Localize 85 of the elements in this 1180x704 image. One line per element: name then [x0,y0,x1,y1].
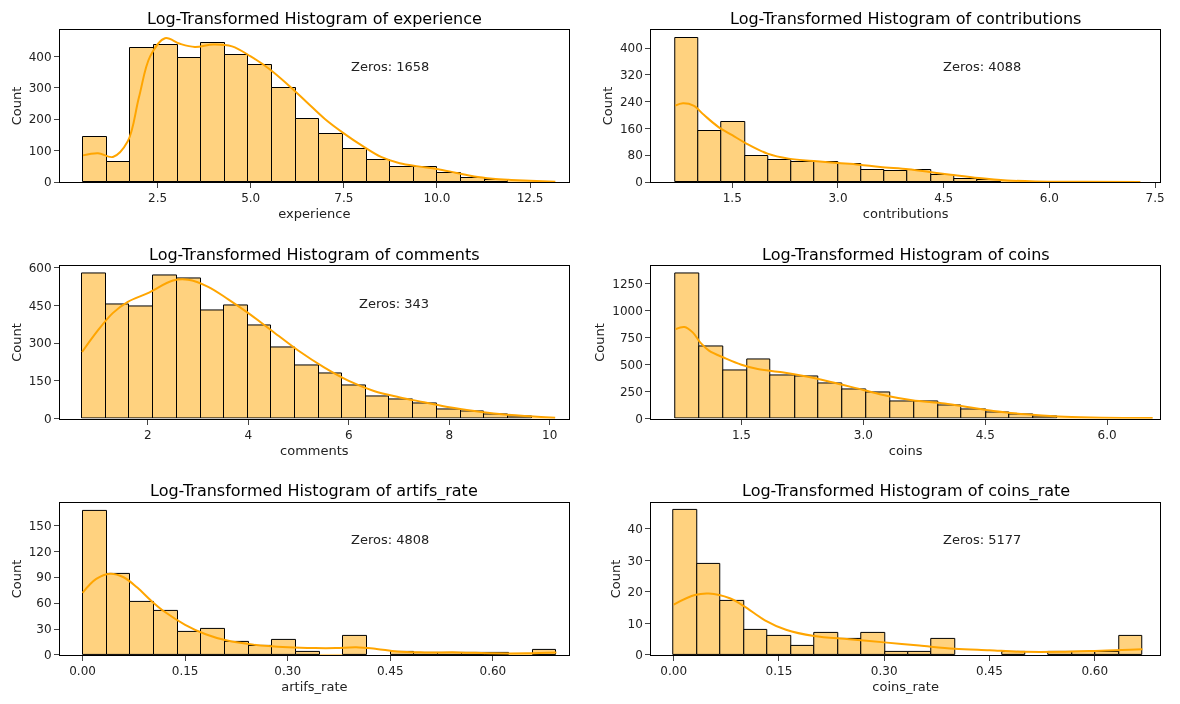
y-tick-label: 20 [627,585,643,600]
annotation: Zeros: 4808 [351,532,430,547]
chart-title: Log-Transformed Histogram of contributions [730,9,1082,28]
y-tick-label: 250 [619,384,643,399]
x-tick-label: 2.5 [148,191,168,206]
x-tick-label: 2 [144,427,152,442]
y-axis-title: Count [607,559,623,599]
y-tick-label: 0 [635,648,643,663]
y-axis-title: Count [8,86,24,126]
x-tick-label: 0.15 [171,664,199,679]
x-tick-label: 0.45 [976,664,1003,679]
y-tick-label: 240 [619,94,643,109]
y-tick-label: 40 [627,521,643,536]
x-tick-label: 0.00 [69,664,96,679]
y-tick-label: 400 [619,41,643,56]
y-tick-label: 750 [619,330,643,345]
annotation: Zeros: 343 [359,296,430,311]
x-tick-label: 6 [344,427,353,442]
annotation: Zeros: 5177 [943,532,1022,547]
x-tick-label: 4 [244,427,253,442]
x-axis-title: coins [888,442,923,458]
x-axis-title: artifs_rate [281,679,348,694]
y-tick-label: 450 [28,298,52,313]
x-tick-label: 0.45 [376,664,404,679]
x-tick-label: 0.60 [479,664,507,679]
y-tick-label: 30 [627,553,643,568]
y-tick-label: 30 [36,622,52,637]
x-tick-label: 5.0 [241,191,261,206]
y-tick-label: 0 [635,175,643,190]
y-tick-label: 0 [635,411,643,426]
y-tick-label: 320 [619,68,643,83]
x-tick-label: 4.5 [934,191,954,206]
x-axis-title: experience [278,206,351,222]
x-tick-label: 6.0 [1097,427,1117,442]
y-tick-label: 80 [627,148,643,163]
x-tick-label: 10.0 [423,191,451,206]
x-axis-title: contributions [862,206,949,222]
x-tick-label: 0.15 [765,664,793,679]
x-tick-label: 6.0 [1039,191,1059,206]
y-axis-title: Count [599,86,615,126]
y-tick-label: 300 [28,81,52,96]
y-axis-title: Count [592,323,608,362]
y-axis-title: Count [8,323,24,362]
y-tick-label: 60 [36,596,52,611]
y-tick-label: 150 [28,374,52,389]
annotation: Zeros: 1658 [351,59,430,74]
y-axis-title: Count [8,559,24,599]
y-tick-label: 100 [28,143,52,158]
y-tick-label: 10 [627,616,643,631]
x-tick-label: 0.60 [1081,664,1109,679]
x-tick-label: 3.0 [828,191,848,206]
chart-title: Log-Transformed Histogram of experience [147,9,482,28]
x-tick-label: 10 [542,427,558,442]
y-tick-label: 0 [43,175,52,190]
chart-title: Log-Transformed Histogram of comments [149,245,480,264]
x-tick-label: 8 [445,427,454,442]
x-axis-title: comments [280,442,349,458]
y-tick-label: 0 [43,648,52,663]
chart-title: Log-Transformed Histogram of artifs_rate [150,481,478,501]
x-tick-label: 0.30 [274,664,302,679]
x-tick-label: 7.5 [1145,191,1165,206]
y-tick-label: 90 [36,570,52,585]
y-tick-label: 500 [619,357,643,372]
y-tick-label: 600 [28,261,52,276]
x-tick-label: 1.5 [722,191,742,206]
x-tick-label: 3.0 [853,427,873,442]
y-tick-label: 400 [28,49,52,64]
x-tick-label: 1.5 [731,427,752,442]
chart-title: Log-Transformed Histogram of coins [762,245,1050,264]
x-tick-label: 4.5 [975,427,995,442]
y-tick-label: 160 [619,121,643,136]
annotation: Zeros: 4088 [943,59,1022,74]
x-tick-label: 12.5 [516,191,544,206]
chart-title: Log-Transformed Histogram of coins_rate [742,481,1071,501]
x-axis-title: coins_rate [872,679,939,694]
y-tick-label: 0 [43,411,52,426]
y-tick-label: 150 [28,518,52,533]
x-tick-label: 0.30 [870,664,898,679]
y-tick-label: 120 [28,544,52,559]
y-tick-label: 1000 [612,304,643,319]
y-tick-label: 1250 [612,277,643,292]
x-tick-label: 7.5 [334,191,354,206]
y-tick-label: 300 [28,336,52,351]
x-tick-label: 0.00 [660,664,688,679]
y-tick-label: 200 [28,112,52,127]
